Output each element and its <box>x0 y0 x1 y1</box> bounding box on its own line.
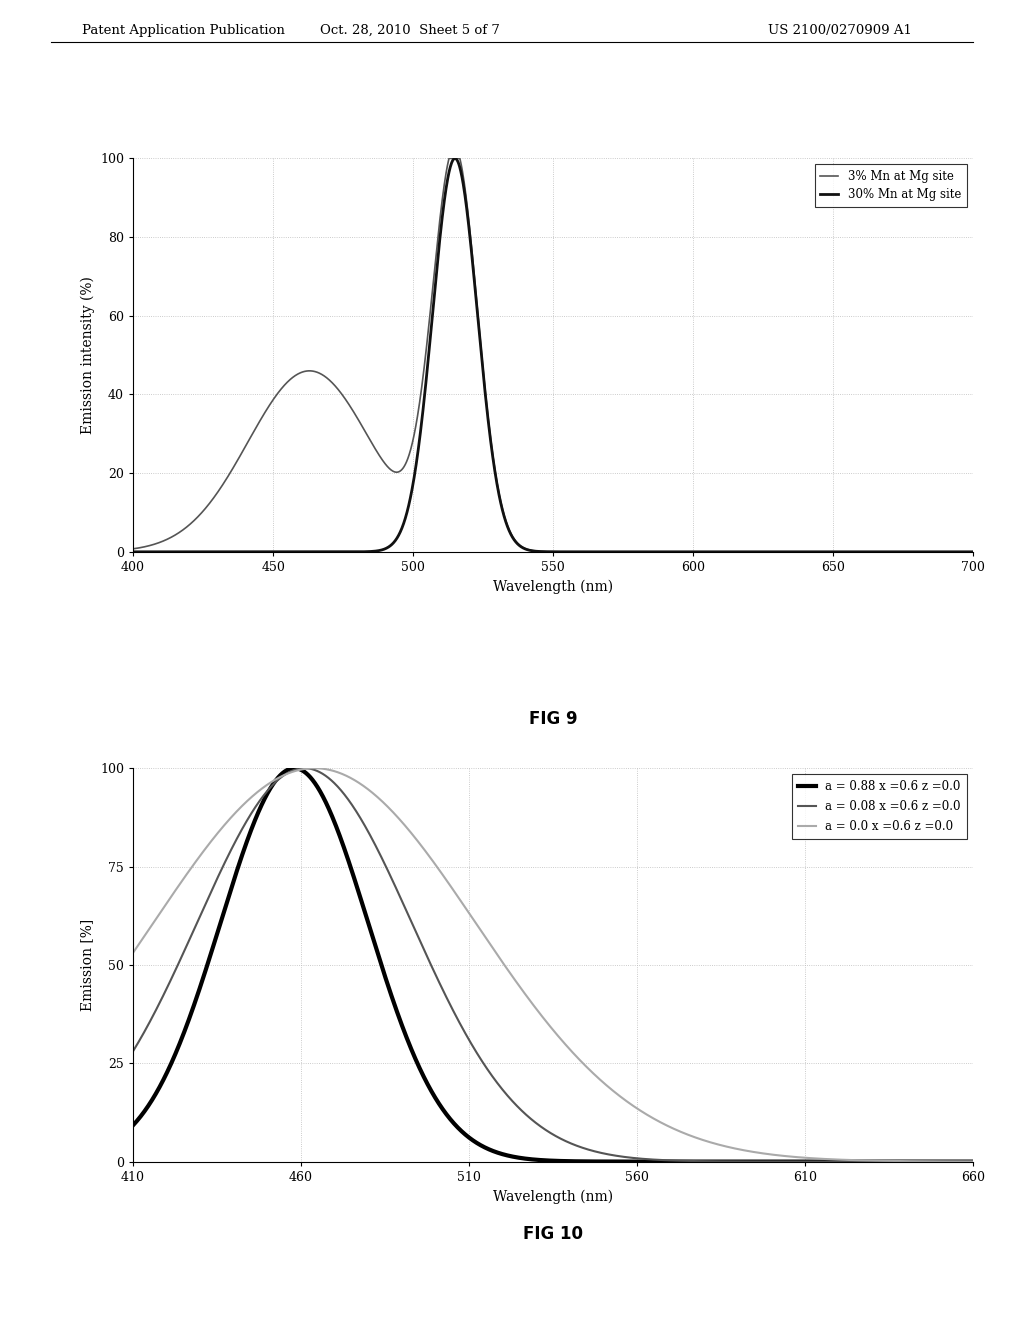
Text: FIG 9: FIG 9 <box>528 710 578 729</box>
X-axis label: Wavelength (nm): Wavelength (nm) <box>493 1189 613 1204</box>
Legend: 3% Mn at Mg site, 30% Mn at Mg site: 3% Mn at Mg site, 30% Mn at Mg site <box>814 164 967 207</box>
Y-axis label: Emission [%]: Emission [%] <box>81 919 94 1011</box>
Legend: a = 0.88 x =0.6 z =0.0, a = 0.08 x =0.6 z =0.0, a = 0.0 x =0.6 z =0.0: a = 0.88 x =0.6 z =0.0, a = 0.08 x =0.6 … <box>793 774 967 840</box>
Text: Oct. 28, 2010  Sheet 5 of 7: Oct. 28, 2010 Sheet 5 of 7 <box>319 24 500 37</box>
Text: US 2100/0270909 A1: US 2100/0270909 A1 <box>768 24 912 37</box>
Text: FIG 10: FIG 10 <box>523 1225 583 1243</box>
Y-axis label: Emission intensity (%): Emission intensity (%) <box>80 276 94 434</box>
X-axis label: Wavelength (nm): Wavelength (nm) <box>493 579 613 594</box>
Text: Patent Application Publication: Patent Application Publication <box>82 24 285 37</box>
